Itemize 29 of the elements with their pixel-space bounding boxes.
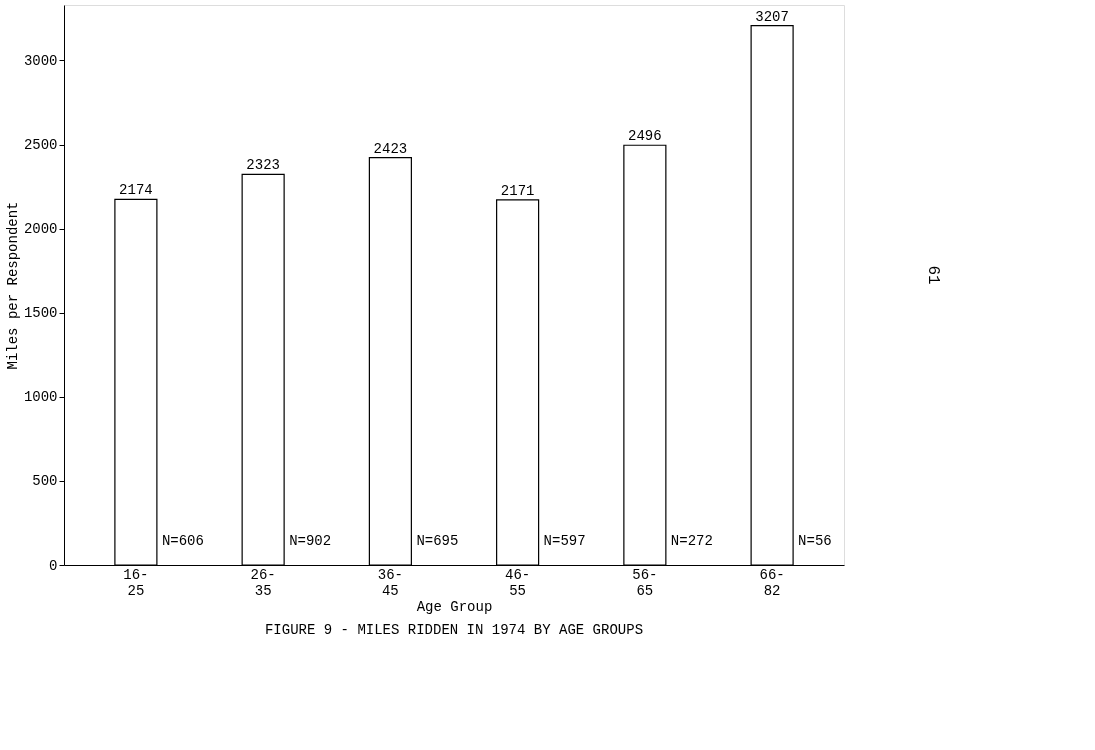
y-axis-title: Miles per Respondent — [4, 201, 21, 370]
y-tick-label: 2000 — [23, 221, 58, 238]
annotation: N=597 — [543, 533, 586, 549]
x-axis-title: Age Group — [416, 598, 493, 615]
data-label: 2423 — [373, 140, 408, 157]
text: 61 — [924, 265, 942, 285]
y-tick-label: 1000 — [23, 389, 58, 406]
data-label: 2171 — [500, 182, 535, 199]
x-tick-label: 46- 55 — [505, 566, 531, 599]
data-label: 2323 — [246, 157, 280, 174]
x-tick-label: 36- 45 — [377, 566, 403, 599]
y-tick-label: 500 — [32, 473, 58, 490]
y-tick-label: 2500 — [23, 137, 58, 154]
annotation: N=606 — [161, 533, 204, 549]
annotation: N=902 — [289, 533, 332, 549]
data-label: 3207 — [755, 8, 789, 25]
annotation: N=272 — [670, 533, 713, 549]
x-tick-label: 66- 82 — [759, 566, 785, 599]
annotation: N=56 — [798, 533, 832, 549]
y-tick-label: 3000 — [23, 53, 58, 69]
y-tick-label: 0 — [49, 557, 58, 574]
x-tick-label: 26- 35 — [250, 566, 276, 599]
annotation: N=695 — [416, 533, 459, 549]
y-tick-label: 1500 — [23, 305, 58, 322]
data-label: 2174 — [119, 182, 153, 199]
data-label: 2496 — [628, 128, 662, 145]
text: FIGURE 9 - MILES RIDDEN IN 1974 BY AGE GROUPS — [264, 622, 644, 638]
x-tick-label: 56- 65 — [632, 566, 658, 599]
x-tick-label: 16- 25 — [123, 566, 149, 599]
